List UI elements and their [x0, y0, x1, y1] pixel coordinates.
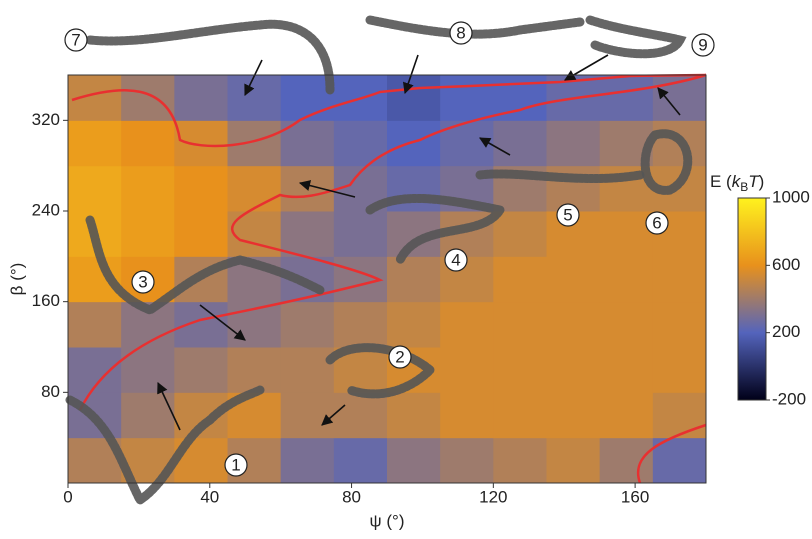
heat-cell: [228, 166, 282, 212]
heat-cell: [281, 166, 335, 212]
colorbar: [738, 198, 766, 400]
y-tick-label: 240: [32, 200, 60, 219]
heat-cell: [174, 75, 228, 121]
heat-cell: [547, 392, 601, 438]
heat-cell: [334, 211, 388, 257]
heat-cell: [600, 347, 654, 393]
y-tick-label: 160: [32, 291, 60, 310]
heat-cell: [387, 120, 441, 166]
heat-cell: [387, 302, 441, 348]
colorbar-tick-label: 600: [772, 255, 800, 274]
heat-cell: [334, 302, 388, 348]
x-tick-label: 160: [621, 487, 649, 506]
heat-cell: [121, 75, 175, 121]
annotation: 5: [563, 205, 572, 224]
heat-cell: [493, 120, 547, 166]
label-part: B: [740, 180, 748, 194]
heat-cell: [493, 302, 547, 348]
heat-cell: [121, 120, 175, 166]
heat-cell: [174, 347, 228, 393]
heat-cell: [547, 347, 601, 393]
x-axis-label: ψ (°): [370, 511, 405, 530]
heat-cell: [493, 256, 547, 302]
annotation: 8: [456, 23, 465, 42]
heat-cell: [387, 438, 441, 484]
label-part: ): [759, 172, 765, 191]
x-tick-label: 120: [479, 487, 507, 506]
heat-cell: [440, 347, 494, 393]
heat-cell: [600, 75, 654, 121]
y-axis-label: β (°): [7, 263, 26, 296]
heat-cell: [334, 392, 388, 438]
annotation: 4: [451, 250, 460, 269]
annotation: 1: [231, 455, 240, 474]
heat-cell: [68, 120, 122, 166]
y-tick-label: 80: [41, 382, 60, 401]
heat-cell: [440, 75, 494, 121]
heat-cell: [228, 211, 282, 257]
heat-cell: [600, 438, 654, 484]
heat-cell: [228, 120, 282, 166]
heat-cell: [653, 256, 707, 302]
heat-cell: [281, 302, 335, 348]
heat-cell: [334, 120, 388, 166]
heat-cell: [493, 392, 547, 438]
heat-cell: [493, 347, 547, 393]
colorbar-tick-label: 200: [772, 322, 800, 341]
heat-cell: [600, 392, 654, 438]
heat-cell: [281, 347, 335, 393]
heat-cell: [281, 438, 335, 484]
heat-cell: [653, 347, 707, 393]
label-part: E (: [710, 172, 732, 191]
heat-cell: [600, 256, 654, 302]
heat-cell: [547, 120, 601, 166]
heat-cell: [387, 392, 441, 438]
heat-cell: [121, 166, 175, 212]
heat-cell: [653, 392, 707, 438]
heat-cell: [121, 211, 175, 257]
annotation: 6: [652, 213, 661, 232]
x-tick-label: 80: [342, 487, 361, 506]
y-tick-label: 320: [32, 110, 60, 129]
heat-cell: [121, 392, 175, 438]
heat-cell: [440, 438, 494, 484]
heat-cell: [547, 302, 601, 348]
heat-cell: [68, 166, 122, 212]
heat-cell: [440, 302, 494, 348]
annotation: 9: [698, 35, 707, 54]
heat-cell: [547, 438, 601, 484]
x-tick-label: 0: [63, 487, 72, 506]
colorbar-tick-label: -200: [772, 389, 806, 408]
heat-cell: [281, 211, 335, 257]
annotation: 7: [71, 30, 80, 49]
chart: ψ (°) β (°) E (kBT) 0 40 80 120 160 80 160 240 3…: [0, 0, 812, 539]
heat-cell: [387, 75, 441, 121]
heat-cell: [174, 120, 228, 166]
heat-cell: [174, 302, 228, 348]
heat-cell: [281, 392, 335, 438]
heat-cell: [547, 256, 601, 302]
heat-cell: [493, 438, 547, 484]
annotation: 3: [138, 272, 147, 291]
heat-cell: [228, 347, 282, 393]
x-tick-label: 40: [200, 487, 219, 506]
colorbar-label: E (kBT): [710, 172, 764, 194]
heat-cell: [600, 211, 654, 257]
heat-cell: [174, 166, 228, 212]
heat-cell: [653, 302, 707, 348]
annotation: 2: [395, 347, 404, 366]
colorbar-tick-label: 1000: [772, 187, 810, 206]
heat-cell: [387, 256, 441, 302]
heat-cell: [600, 302, 654, 348]
heat-cell: [228, 75, 282, 121]
heatmap: [68, 75, 707, 484]
heat-cell: [493, 211, 547, 257]
heat-cell: [440, 392, 494, 438]
heat-cell: [174, 211, 228, 257]
heat-cell: [334, 438, 388, 484]
heat-cell: [68, 302, 122, 348]
